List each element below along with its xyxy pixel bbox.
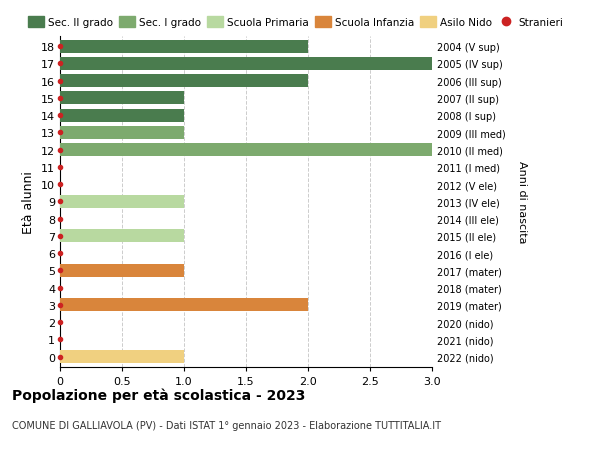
Text: Popolazione per età scolastica - 2023: Popolazione per età scolastica - 2023 (12, 388, 305, 403)
Bar (60, 350, 184, 364)
Bar (60, 92, 184, 105)
Bar (60, 109, 184, 123)
Bar (60, 144, 432, 157)
Bar (60, 230, 184, 243)
Bar (60, 58, 432, 71)
Bar (60, 40, 308, 54)
Legend: Sec. II grado, Sec. I grado, Scuola Primaria, Scuola Infanzia, Asilo Nido, Stran: Sec. II grado, Sec. I grado, Scuola Prim… (28, 17, 563, 28)
Y-axis label: Anni di nascita: Anni di nascita (517, 161, 527, 243)
Bar (60, 196, 184, 208)
Text: COMUNE DI GALLIAVOLA (PV) - Dati ISTAT 1° gennaio 2023 - Elaborazione TUTTITALIA: COMUNE DI GALLIAVOLA (PV) - Dati ISTAT 1… (12, 420, 441, 430)
Bar (60, 264, 184, 277)
Bar (60, 75, 308, 88)
Bar (60, 299, 308, 312)
Y-axis label: Età alunni: Età alunni (22, 171, 35, 233)
Bar (60, 127, 184, 140)
